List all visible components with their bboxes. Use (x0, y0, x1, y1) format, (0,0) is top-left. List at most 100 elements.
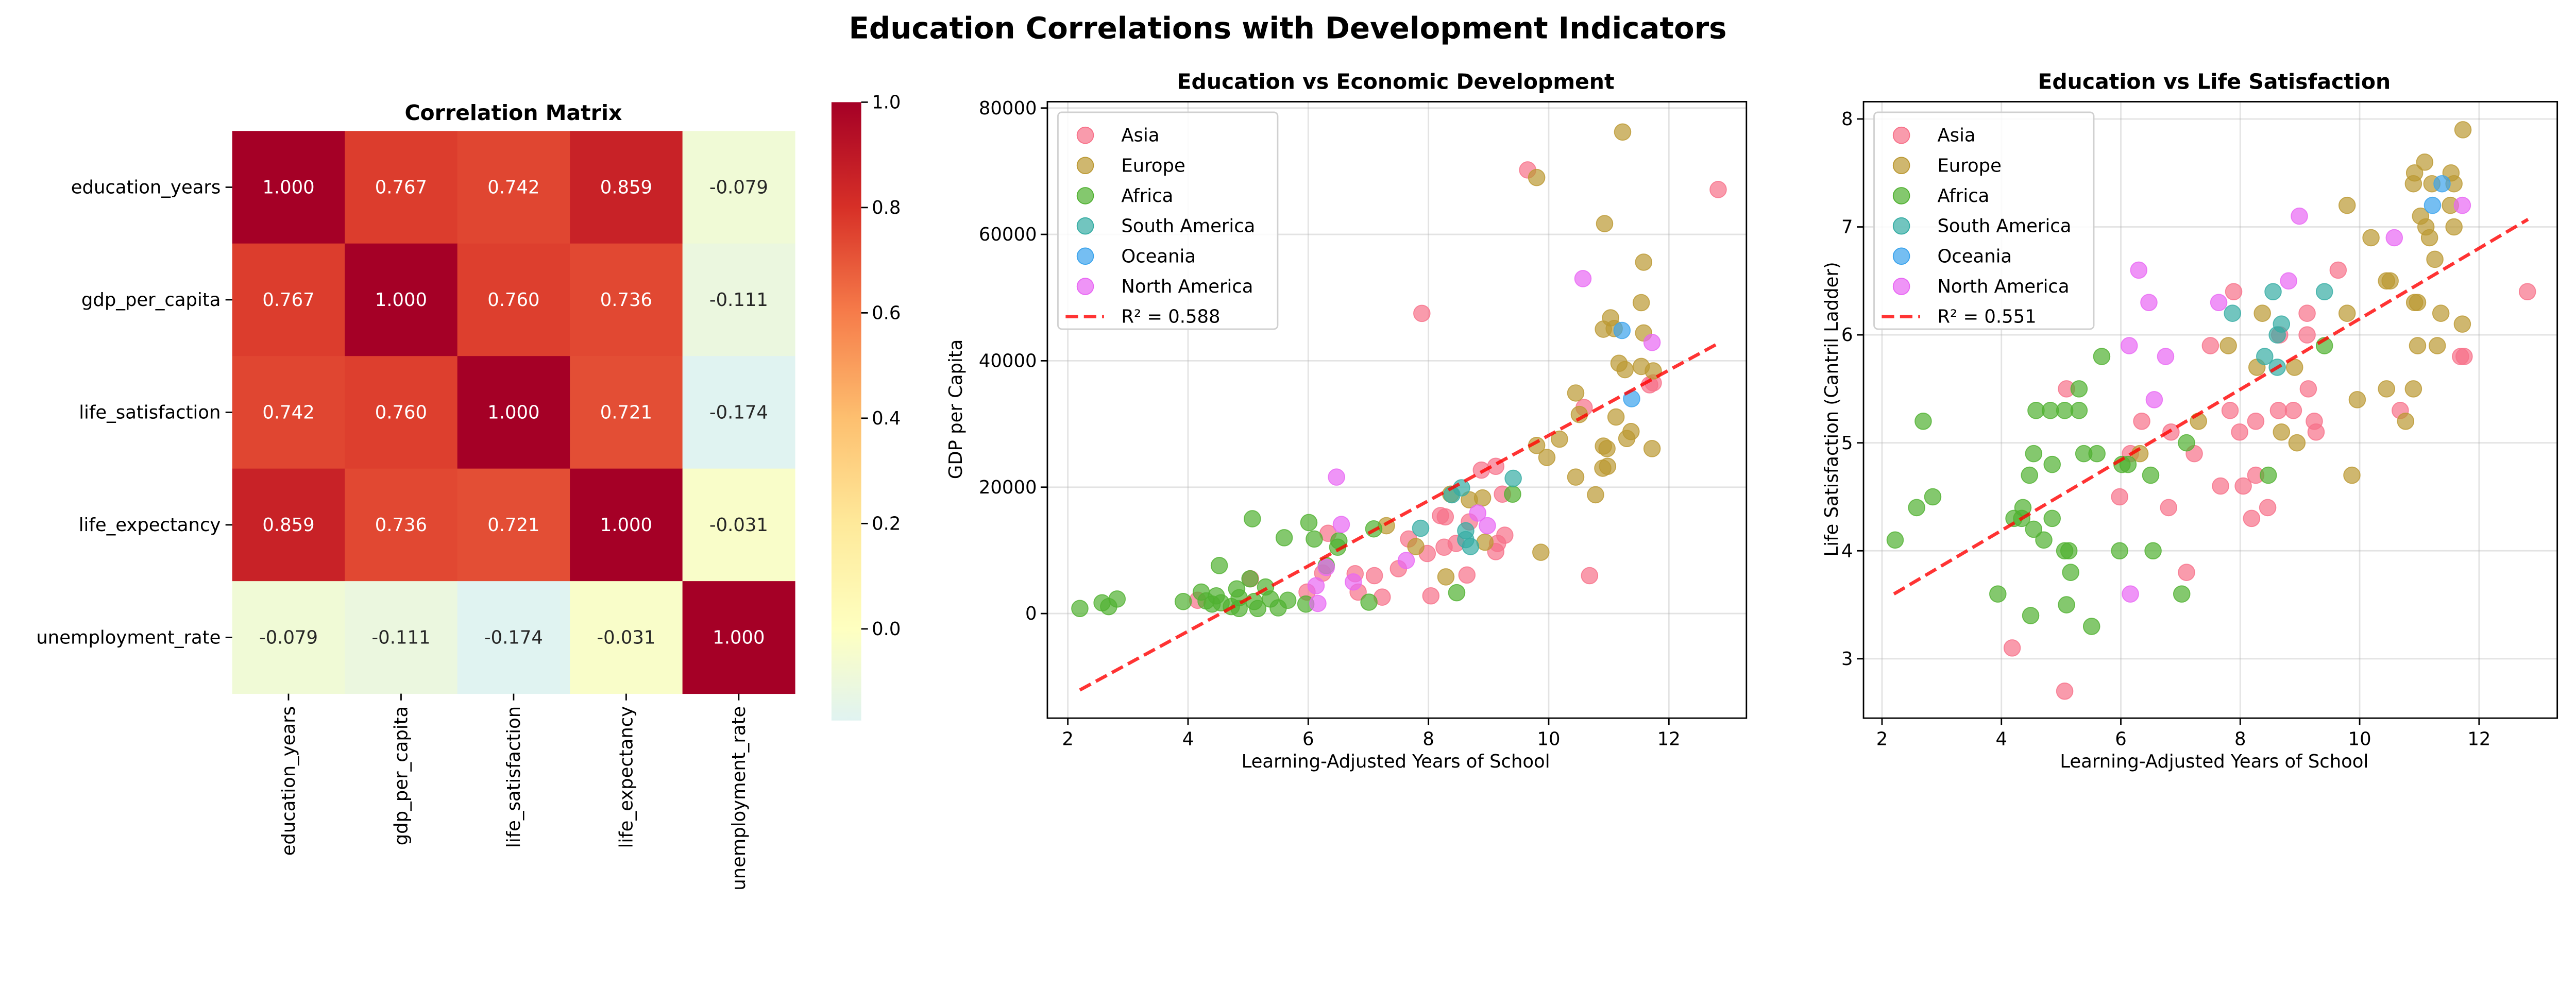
data-point-africa (1306, 530, 1323, 548)
heatmap-cell (457, 468, 570, 582)
data-point-africa (1241, 570, 1259, 588)
heatmap-cell-label: -0.079 (709, 177, 768, 198)
data-point-asia (2299, 380, 2317, 398)
x-tick-label: 2 (1062, 728, 1074, 749)
heatmap-row-label: life_expectancy (79, 515, 221, 536)
y-tick-label: 8 (1841, 109, 1853, 130)
data-point-asia (2178, 564, 2195, 581)
heatmap-cell-label: 0.742 (262, 402, 314, 423)
data-point-africa (1914, 413, 1932, 430)
data-point-africa (2043, 455, 2061, 473)
data-point-north-america (1328, 468, 1345, 486)
data-point-africa (2070, 402, 2088, 419)
colorbar-tick-label: 0.0 (872, 619, 901, 640)
legend-marker-africa (1076, 187, 1094, 205)
heatmap-cell-label: -0.031 (597, 627, 655, 648)
data-point-europe (2454, 121, 2472, 139)
data-point-europe (2409, 294, 2427, 312)
heatmap-cell-label: -0.111 (709, 289, 768, 311)
data-point-south-america (1504, 469, 1522, 487)
heatmap-cell-label: 1.000 (487, 402, 539, 423)
heatmap-cell (457, 243, 570, 356)
x-tick-label: 4 (1182, 728, 1194, 749)
data-point-north-america (2453, 196, 2471, 214)
heatmap-cell (345, 131, 458, 244)
data-point-africa (2058, 596, 2075, 614)
y-tick-label: 7 (1841, 217, 1853, 238)
data-point-europe (1567, 468, 1585, 486)
heatmap-cell (232, 131, 345, 244)
data-point-africa (2062, 564, 2079, 581)
data-point-africa (1245, 593, 1263, 610)
data-point-asia (2231, 423, 2248, 441)
heatmap-col-label: life_satisfaction (503, 706, 524, 848)
y-tick-label: 3 (1841, 649, 1853, 670)
data-point-asia (2247, 413, 2265, 430)
data-point-asia (2234, 477, 2252, 495)
heatmap-cell-label: -0.079 (259, 627, 318, 648)
heatmap-cell (682, 243, 795, 356)
data-point-africa (1989, 585, 2007, 603)
data-point-europe (2378, 380, 2395, 398)
x-tick-label: 6 (1302, 728, 1314, 749)
legend-marker-oceania (1076, 247, 1094, 265)
heatmap-cell-label: 1.000 (262, 177, 314, 198)
data-point-europe (2420, 229, 2438, 247)
y-tick-label: 4 (1841, 540, 1853, 561)
data-point-north-america (1307, 577, 1325, 594)
heatmap-cell (232, 243, 345, 356)
data-point-north-america (1345, 573, 1362, 591)
colorbar (831, 102, 861, 721)
data-point-south-america (2256, 348, 2274, 365)
data-point-africa (2088, 445, 2106, 463)
data-point-europe (2404, 175, 2422, 193)
ls-plot-xlabel: Learning-Adjusted Years of School (2060, 751, 2368, 772)
life-satisfaction-scatter-plot: Education vs Life Satisfaction Learning-… (1821, 69, 2558, 772)
x-tick-label: 10 (1537, 728, 1560, 749)
data-point-north-america (2140, 294, 2158, 312)
legend-label: Asia (1937, 125, 1975, 146)
legend-marker-north-america (1076, 278, 1094, 295)
colorbar-tick-label: 1.0 (872, 92, 901, 113)
data-point-europe (1616, 361, 1634, 379)
data-point-north-america (1479, 517, 1496, 535)
data-point-europe (1614, 123, 1632, 141)
data-point-europe (1538, 449, 1556, 466)
data-point-europe (1643, 440, 1661, 457)
data-point-europe (1476, 533, 1494, 551)
legend-marker-oceania (1892, 247, 1910, 265)
data-point-asia (2307, 423, 2325, 441)
data-point-europe (2416, 154, 2434, 171)
data-point-south-america (1453, 479, 1470, 497)
data-point-europe (2338, 196, 2356, 214)
data-point-south-america (2264, 283, 2282, 301)
data-point-africa (1108, 590, 1126, 608)
heatmap-cell-label: 0.767 (262, 289, 314, 311)
data-point-africa (2142, 466, 2160, 484)
data-point-asia (2225, 283, 2243, 301)
data-point-africa (1924, 488, 1942, 506)
heatmap-cell (570, 581, 683, 694)
figure-title: Education Correlations with Development … (849, 11, 1727, 46)
ls-plot-title: Education vs Life Satisfaction (2038, 69, 2391, 94)
data-point-south-america (2224, 304, 2241, 322)
data-point-africa (1174, 593, 1192, 610)
data-point-europe (2404, 380, 2422, 398)
correlation-heatmap: Correlation Matrix 1.000 0.767 0.742 0.859 -… (36, 92, 901, 890)
data-point-europe (1635, 253, 1653, 271)
data-point-africa (2178, 434, 2195, 452)
heatmap-cell (345, 581, 458, 694)
x-tick-label: 12 (2467, 728, 2490, 749)
data-point-europe (1567, 384, 1585, 402)
data-point-asia (1709, 181, 1727, 198)
heatmap-cell-label: 0.760 (487, 289, 539, 311)
y-tick-label: 60000 (979, 224, 1037, 245)
legend-marker-asia (1076, 126, 1094, 144)
y-tick-label: 6 (1841, 325, 1853, 346)
data-point-asia (2221, 402, 2239, 419)
heatmap-cell (682, 581, 795, 694)
trend-line (1893, 218, 2529, 595)
data-point-africa (1886, 531, 1904, 549)
data-point-oceania (1613, 321, 1631, 339)
heatmap-cell (570, 468, 683, 582)
